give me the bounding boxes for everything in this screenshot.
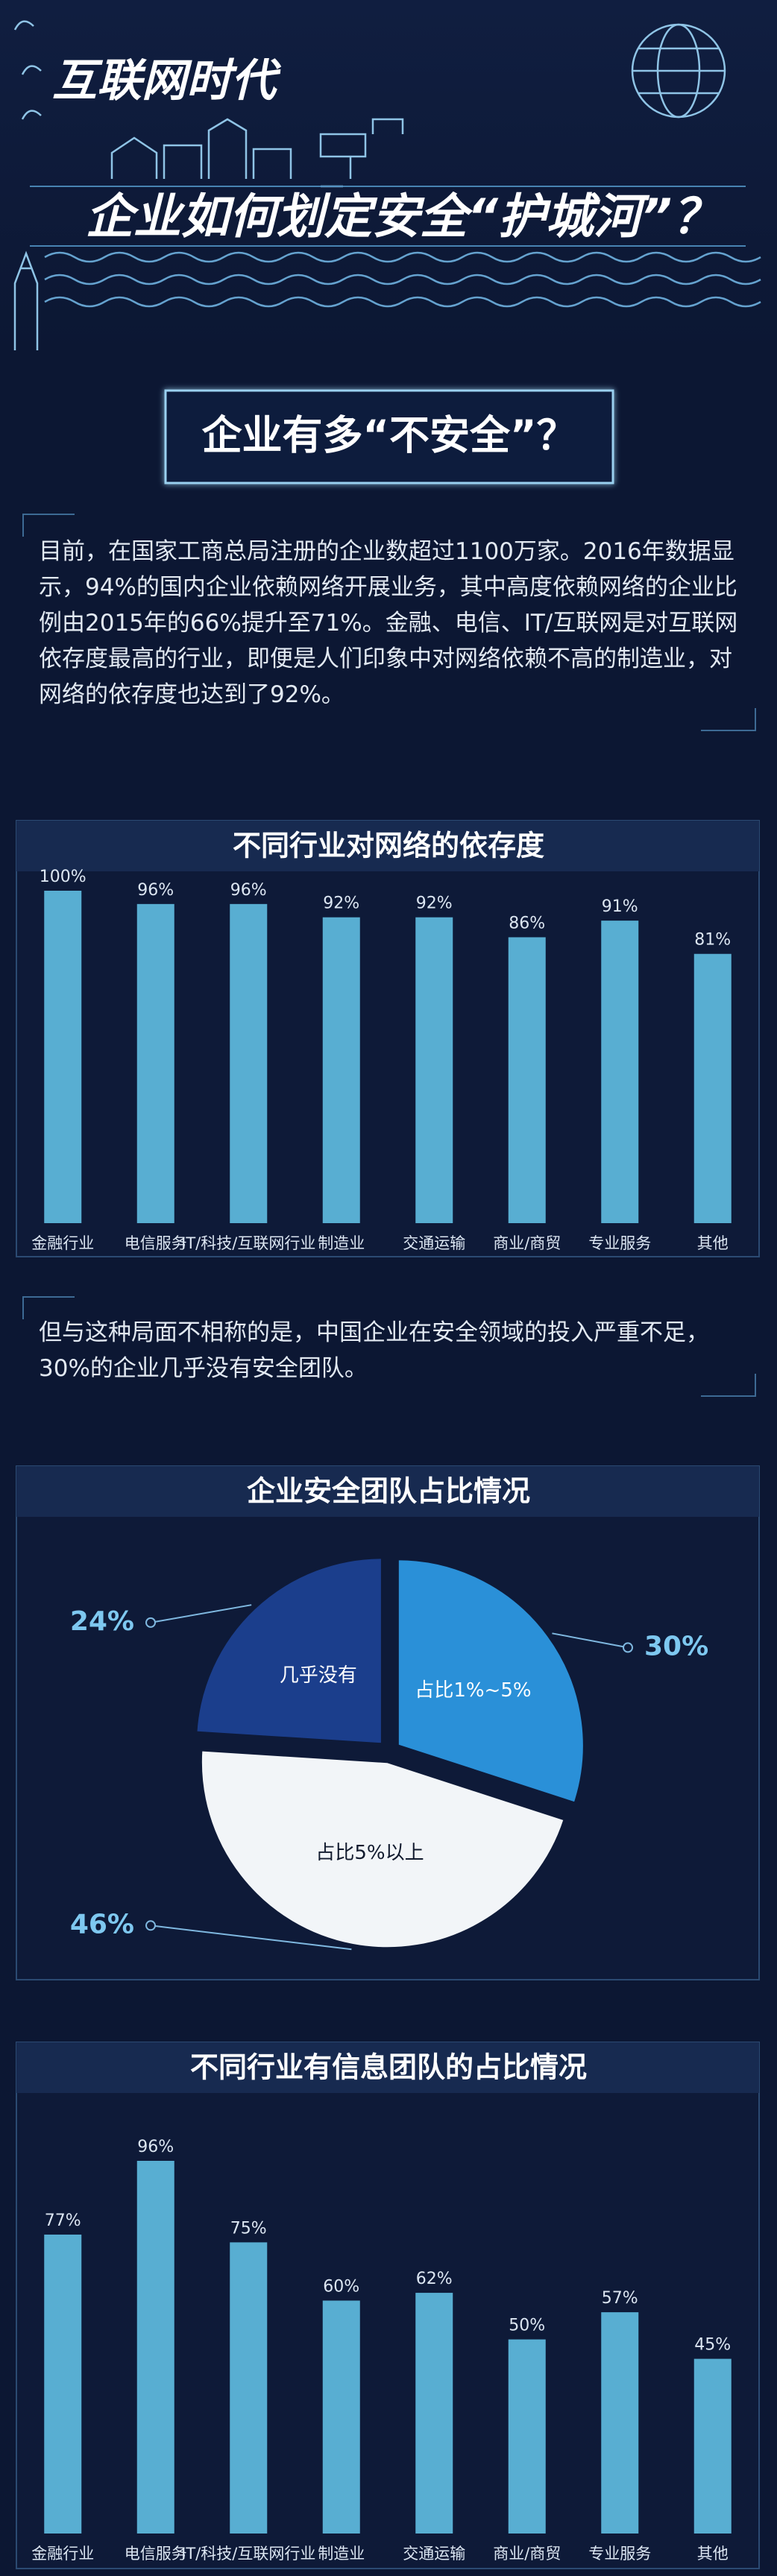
value-label: 92% bbox=[416, 894, 453, 913]
slice-label: 占比1%~5% bbox=[415, 1679, 531, 1702]
x-tick-label: 商业/商贸 bbox=[493, 2545, 561, 2563]
value-label: 96% bbox=[137, 881, 174, 900]
bar bbox=[322, 917, 360, 1223]
value-label: 46% bbox=[70, 1909, 134, 1939]
bar bbox=[508, 937, 546, 1223]
section-title-box bbox=[164, 389, 614, 484]
paragraph: 目前，在国家工商总局注册的企业数超过1100万家。2016年数据显示，94%的国… bbox=[39, 538, 738, 708]
chart-title: 企业安全团队占比情况 bbox=[247, 1475, 530, 1508]
bar bbox=[693, 2358, 732, 2534]
chart-panel bbox=[16, 2042, 760, 2569]
bar bbox=[693, 953, 732, 1223]
x-tick-label: 金融行业 bbox=[31, 2545, 94, 2563]
chart-title: 不同行业对网络的依存度 bbox=[233, 830, 544, 862]
value-label: 81% bbox=[694, 931, 731, 950]
x-tick-label: 交通运输 bbox=[403, 2545, 465, 2563]
leader-line bbox=[552, 1632, 629, 1649]
value-label: 77% bbox=[45, 2212, 81, 2230]
leader-dot bbox=[145, 1920, 156, 1931]
value-label: 100% bbox=[40, 868, 86, 886]
bar bbox=[230, 2242, 268, 2534]
chart-title-bar bbox=[16, 1466, 759, 1517]
paragraph-frame bbox=[22, 1296, 756, 1397]
x-tick-label: 电信服务 bbox=[125, 2545, 187, 2563]
leader-line bbox=[150, 1925, 352, 1951]
slice-label: 占比5%以上 bbox=[315, 1842, 424, 1864]
bar bbox=[415, 2293, 453, 2534]
header-subtitle: 企业如何划定安全“护城河”？ bbox=[86, 190, 720, 245]
value-label: 92% bbox=[323, 894, 359, 913]
x-tick-label: 专业服务 bbox=[588, 2545, 651, 2563]
x-tick-label: 交通运输 bbox=[403, 1234, 465, 1252]
bar bbox=[601, 2312, 639, 2534]
value-label: 75% bbox=[230, 2219, 267, 2238]
section-title: 企业有多“不安全”？ bbox=[202, 412, 577, 459]
bar bbox=[44, 2234, 82, 2534]
bar bbox=[136, 903, 174, 1223]
value-label: 50% bbox=[509, 2317, 545, 2335]
chart-title: 不同行业有信息团队的占比情况 bbox=[190, 2051, 587, 2084]
x-tick-label: IT/科技/互联网行业 bbox=[181, 1234, 315, 1252]
pie-slice bbox=[199, 1749, 567, 1950]
bar bbox=[230, 903, 268, 1223]
x-tick-label: 商业/商贸 bbox=[493, 1234, 561, 1252]
bar bbox=[415, 917, 453, 1223]
pie-slice bbox=[396, 1558, 585, 1805]
value-label: 57% bbox=[602, 2289, 638, 2308]
x-tick-label: IT/科技/互联网行业 bbox=[181, 2545, 315, 2563]
value-label: 45% bbox=[694, 2336, 731, 2355]
header-decoration bbox=[13, 20, 726, 350]
leader-line bbox=[150, 1604, 252, 1623]
header-background bbox=[0, 0, 777, 350]
value-label: 86% bbox=[509, 914, 545, 932]
x-tick-label: 电信服务 bbox=[125, 1234, 187, 1252]
header-title: 互联网时代 bbox=[52, 55, 282, 107]
bar bbox=[322, 2300, 360, 2534]
value-label: 96% bbox=[230, 881, 267, 900]
x-tick-label: 其他 bbox=[697, 1234, 729, 1252]
pie-slice bbox=[195, 1556, 383, 1746]
value-label: 62% bbox=[416, 2270, 453, 2288]
bar bbox=[601, 921, 639, 1223]
x-tick-label: 金融行业 bbox=[31, 1234, 94, 1252]
x-tick-label: 其他 bbox=[697, 2545, 729, 2563]
paragraph-frame bbox=[22, 514, 756, 731]
x-tick-label: 制造业 bbox=[318, 1234, 365, 1252]
chart-title-bar bbox=[16, 2042, 759, 2093]
value-label: 96% bbox=[137, 2138, 174, 2156]
bar bbox=[508, 2339, 546, 2534]
value-label: 24% bbox=[70, 1606, 134, 1637]
x-tick-label: 专业服务 bbox=[588, 1234, 651, 1252]
leader-dot bbox=[145, 1617, 156, 1628]
value-label: 60% bbox=[323, 2278, 359, 2296]
x-tick-label: 制造业 bbox=[318, 2545, 365, 2563]
chart-panel bbox=[16, 820, 760, 1257]
waves bbox=[30, 186, 761, 308]
leader-dot bbox=[623, 1642, 633, 1653]
bar bbox=[44, 891, 82, 1223]
paragraph: 但与这种局面不相称的是，中国企业在安全领域的投入严重不足，30%的企业几乎没有安… bbox=[39, 1319, 709, 1382]
slice-label: 几乎没有 bbox=[280, 1664, 357, 1687]
chart-title-bar bbox=[16, 821, 759, 871]
value-label: 30% bbox=[644, 1631, 708, 1661]
value-label: 91% bbox=[602, 897, 638, 916]
bar bbox=[136, 2161, 174, 2534]
